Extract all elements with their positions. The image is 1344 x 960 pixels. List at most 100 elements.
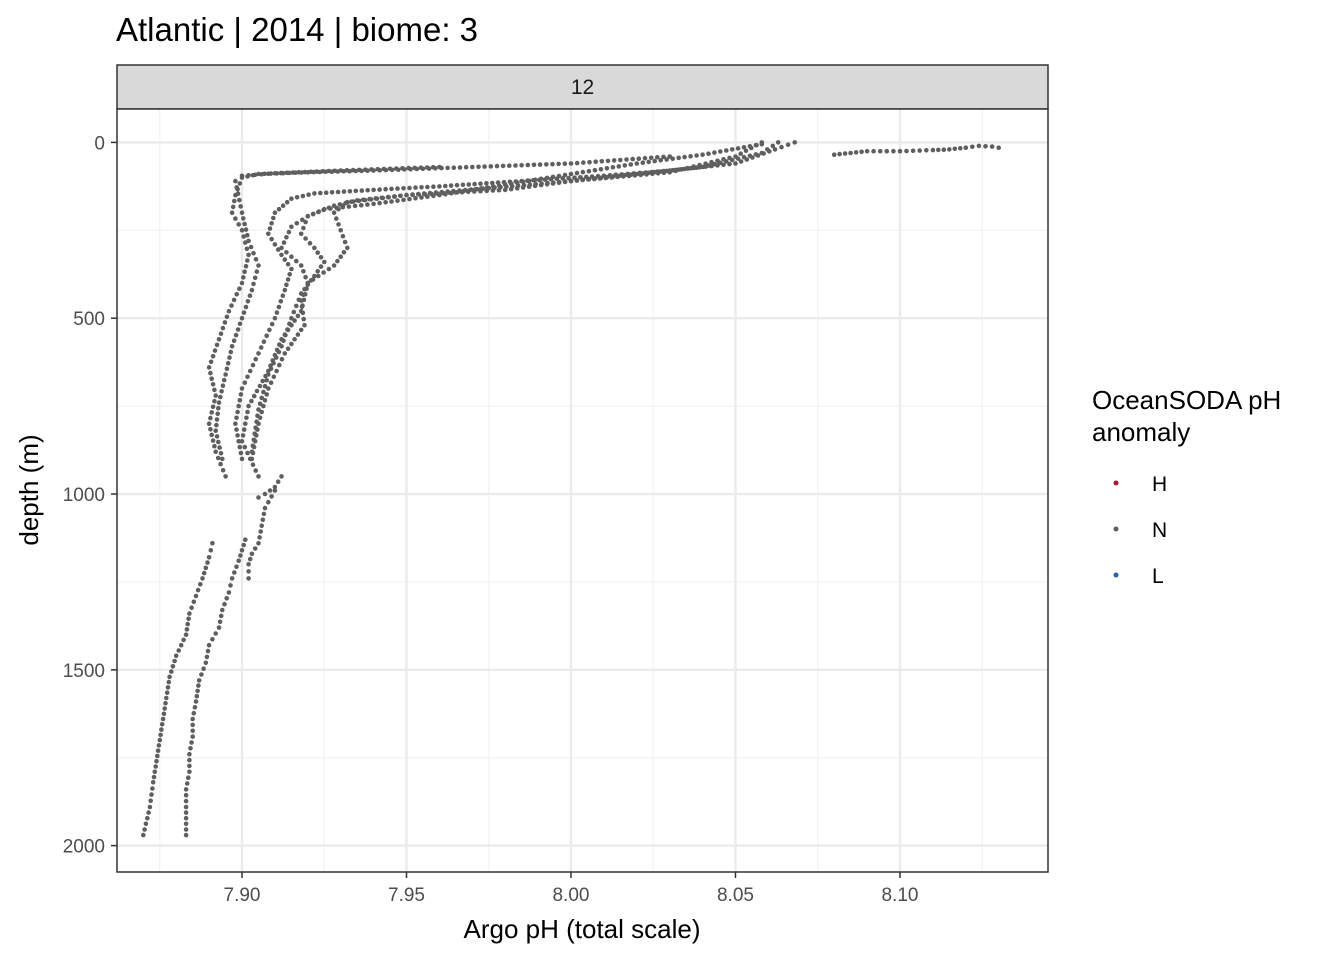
data-point — [224, 596, 229, 601]
data-point — [685, 165, 690, 171]
data-point — [747, 153, 753, 159]
data-point — [246, 238, 251, 244]
data-point — [262, 383, 268, 389]
data-point — [407, 196, 412, 202]
data-point — [258, 345, 264, 350]
data-point — [661, 170, 667, 176]
data-point — [245, 299, 251, 304]
chart-title: Atlantic | 2014 | biome: 3 — [116, 11, 478, 48]
data-point — [289, 254, 294, 259]
data-point — [581, 160, 586, 165]
data-point — [430, 164, 436, 170]
data-point — [203, 565, 209, 571]
data-point — [260, 378, 266, 384]
data-point — [206, 555, 212, 560]
data-point — [304, 286, 309, 292]
data-point — [212, 443, 217, 449]
data-point — [237, 444, 243, 450]
data-point — [264, 333, 270, 339]
data-point — [169, 669, 174, 674]
data-point — [272, 352, 278, 358]
data-point — [223, 372, 228, 377]
data-point — [156, 743, 162, 748]
data-point — [229, 303, 234, 308]
data-point — [266, 386, 271, 391]
data-point — [526, 178, 532, 184]
data-point — [215, 411, 220, 417]
data-point — [284, 199, 290, 205]
data-point — [618, 157, 623, 163]
data-point — [183, 810, 189, 815]
data-point — [290, 170, 296, 175]
data-point — [727, 155, 732, 161]
data-point — [274, 368, 279, 374]
data-point — [574, 160, 580, 166]
data-point — [191, 710, 197, 716]
data-point — [507, 163, 512, 168]
data-point — [628, 162, 634, 167]
data-point — [286, 229, 292, 235]
data-point — [210, 382, 216, 387]
data-point — [476, 164, 481, 170]
data-point — [208, 359, 214, 365]
data-point — [272, 315, 278, 321]
data-point — [256, 351, 261, 356]
data-point — [275, 479, 281, 485]
data-point — [266, 231, 271, 237]
data-point — [165, 685, 171, 690]
data-point — [455, 190, 460, 195]
data-point — [226, 590, 232, 595]
data-point — [323, 190, 329, 195]
data-point — [259, 172, 265, 177]
data-point — [216, 400, 222, 405]
data-point — [210, 438, 216, 443]
data-point — [146, 810, 151, 815]
data-point — [904, 148, 909, 154]
data-point — [404, 192, 409, 198]
data-point — [245, 232, 250, 238]
data-point — [334, 205, 339, 211]
data-point — [527, 182, 533, 187]
data-point — [216, 405, 221, 411]
data-point — [765, 147, 770, 152]
data-point — [291, 309, 297, 315]
data-point — [508, 181, 514, 186]
panel-border — [116, 108, 1049, 873]
data-point — [261, 389, 266, 395]
data-point — [520, 179, 526, 184]
data-point — [490, 184, 496, 189]
data-point — [266, 368, 271, 374]
data-point — [233, 421, 238, 427]
data-point — [193, 593, 199, 599]
data-point — [302, 292, 308, 297]
data-point — [229, 210, 235, 215]
data-point — [287, 272, 293, 277]
data-point — [316, 209, 322, 214]
data-point — [241, 310, 247, 315]
data-point — [278, 299, 284, 304]
data-point — [247, 293, 253, 299]
data-point — [237, 321, 243, 327]
data-point — [213, 428, 218, 434]
data-point — [213, 393, 218, 398]
data-point — [311, 211, 316, 217]
data-point — [335, 258, 340, 264]
data-point — [345, 199, 350, 205]
data-point — [164, 695, 169, 701]
data-point — [775, 140, 781, 145]
data-point — [603, 175, 609, 181]
data-point — [196, 678, 202, 683]
legend-label-n: N — [1152, 519, 1167, 542]
data-point — [241, 542, 246, 548]
data-point — [682, 154, 687, 160]
data-point — [167, 674, 172, 680]
data-point — [393, 166, 399, 171]
data-point — [449, 190, 454, 196]
data-point — [246, 569, 251, 574]
data-point — [743, 148, 749, 154]
data-point — [574, 170, 580, 176]
data-point — [183, 798, 189, 804]
data-point — [292, 337, 297, 342]
data-point — [261, 339, 267, 345]
